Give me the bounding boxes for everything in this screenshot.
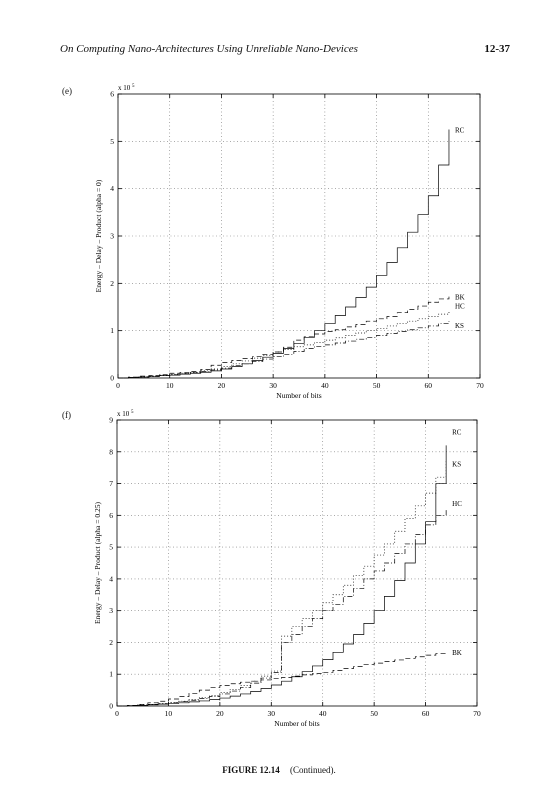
figure-caption-text: (Continued). xyxy=(290,765,336,775)
running-title: On Computing Nano-Architectures Using Un… xyxy=(60,43,358,55)
y-tick-label-9: 9 xyxy=(109,416,113,425)
y-tick-label-0: 0 xyxy=(110,374,114,383)
x-tick-label-5: 50 xyxy=(370,709,378,718)
series-label-ks: KS xyxy=(452,460,461,468)
series-label-rc: RC xyxy=(455,127,465,135)
y-axis-label: Energy – Delay – Product (alpha = 0) xyxy=(94,179,103,292)
x-tick-label-7: 70 xyxy=(476,381,484,390)
x-tick-label-0: 0 xyxy=(116,381,120,390)
y-tick-label-6: 6 xyxy=(109,511,113,520)
y-exponent-label: x 10 5 xyxy=(118,84,135,92)
y-tick-label-3: 3 xyxy=(110,232,114,241)
panel-label-f: (f) xyxy=(62,410,71,420)
x-tick-label-2: 20 xyxy=(216,709,224,718)
x-tick-label-3: 30 xyxy=(269,381,277,390)
series-line-ks xyxy=(118,321,450,379)
figure-caption: FIGURE 12.14 (Continued). xyxy=(0,765,558,775)
y-tick-label-1: 1 xyxy=(110,326,114,335)
y-tick-label-5: 5 xyxy=(109,543,113,552)
y-axis-label: Energy – Delay – Product (alpha = 0.25) xyxy=(93,502,102,624)
series-line-rc xyxy=(117,445,447,707)
y-tick-label-1: 1 xyxy=(109,670,113,679)
y-tick-label-8: 8 xyxy=(109,447,113,456)
x-tick-label-4: 40 xyxy=(321,381,329,390)
x-tick-label-6: 60 xyxy=(425,381,433,390)
panel-label-e: (e) xyxy=(62,86,72,96)
y-tick-label-4: 4 xyxy=(109,574,113,583)
x-tick-label-0: 0 xyxy=(115,709,119,718)
series-label-ks: KS xyxy=(455,322,464,330)
y-tick-label-5: 5 xyxy=(110,137,114,146)
x-tick-label-4: 40 xyxy=(319,709,327,718)
x-tick-label-1: 10 xyxy=(165,709,173,718)
y-tick-label-3: 3 xyxy=(109,606,113,615)
y-exponent-label: x 10 5 xyxy=(117,410,134,418)
page-number: 12-37 xyxy=(484,43,510,55)
figure-label: FIGURE 12.14 xyxy=(222,765,280,775)
running-header: On Computing Nano-Architectures Using Un… xyxy=(60,43,510,59)
series-label-hc: HC xyxy=(452,500,462,508)
y-tick-label-2: 2 xyxy=(109,638,113,647)
y-tick-label-7: 7 xyxy=(109,479,113,488)
x-axis-label: Number of bits xyxy=(274,719,319,728)
y-exponent-power: 5 xyxy=(132,84,135,89)
x-tick-label-1: 10 xyxy=(166,381,174,390)
x-tick-label-3: 30 xyxy=(268,709,276,718)
series-line-bk xyxy=(118,296,450,379)
y-tick-label-4: 4 xyxy=(110,184,114,193)
series-label-bk: BK xyxy=(452,649,462,657)
series-label-hc: HC xyxy=(455,303,465,311)
x-tick-label-6: 60 xyxy=(422,709,430,718)
series-line-bk xyxy=(117,651,447,707)
x-tick-label-7: 70 xyxy=(473,709,481,718)
x-axis-label: Number of bits xyxy=(276,391,321,400)
series-label-rc: RC xyxy=(452,428,462,436)
y-tick-label-2: 2 xyxy=(110,279,114,288)
y-exponent-power: 5 xyxy=(131,410,134,415)
plot-frame xyxy=(116,419,478,707)
y-tick-label-6: 6 xyxy=(110,90,114,99)
x-tick-label-2: 20 xyxy=(218,381,226,390)
series-line-hc xyxy=(117,508,447,707)
series-line-ks xyxy=(117,461,447,707)
series-label-bk: BK xyxy=(455,294,465,302)
y-tick-label-0: 0 xyxy=(109,702,113,711)
x-tick-label-5: 50 xyxy=(373,381,381,390)
